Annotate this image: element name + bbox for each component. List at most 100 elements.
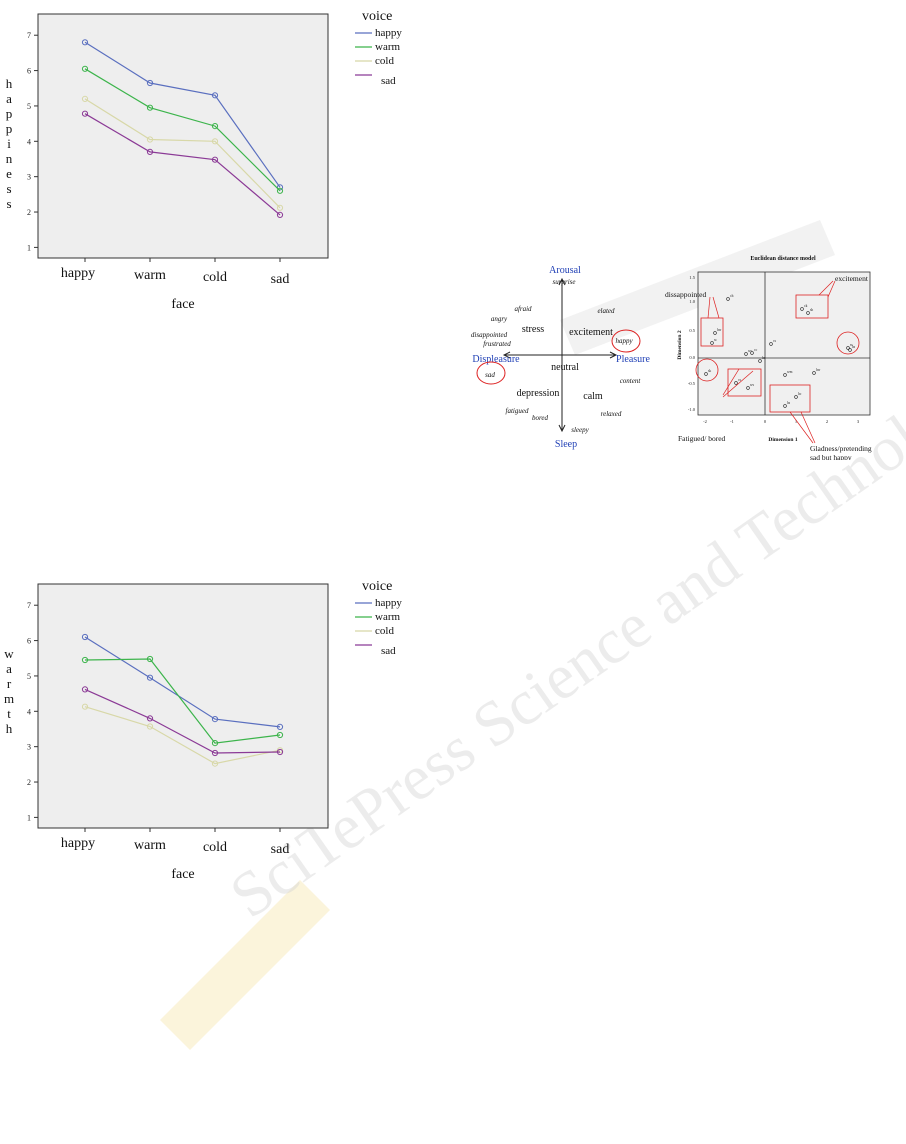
euclidean-distance-plot: Euclidean distance model -2 -1 0 1 2 3 1.5 1.0 0.… — [665, 256, 872, 460]
data-point-sad — [81, 110, 89, 117]
mds-point-label: cs — [738, 378, 742, 382]
arrow-up-icon — [558, 277, 566, 286]
axis-label-left: Displeasure — [472, 354, 520, 365]
mds-x-tick: -1 — [730, 419, 734, 424]
mds-x-tick: 3 — [857, 419, 860, 424]
y-tick-label: 7 — [27, 31, 31, 40]
plot-area — [37, 583, 329, 829]
mds-title: Euclidean distance model — [750, 256, 816, 262]
x-tick-label: cold — [203, 840, 227, 855]
data-point-happy — [146, 79, 154, 87]
y-axis-label-letter: e — [6, 166, 12, 181]
highlight-circle-sad — [476, 361, 506, 385]
data-point-cold — [146, 136, 154, 143]
mds-annotation: dissappointed — [665, 290, 706, 299]
data-point-sad — [276, 211, 284, 218]
y-tick-label: 6 — [27, 67, 31, 76]
mds-y-tick: 1.5 — [689, 275, 695, 280]
y-tick-label: 2 — [27, 208, 31, 217]
mds-point — [710, 341, 714, 345]
mds-point — [746, 386, 750, 390]
data-point-cold — [276, 747, 284, 754]
mds-point-label: sk — [708, 369, 711, 373]
y-axis-label-letter: w — [4, 646, 14, 661]
y-axis-label-letter: s — [6, 196, 11, 211]
arrow-down-icon — [558, 424, 566, 433]
x-axis-label: face — [171, 867, 194, 882]
mds-point-label: sh — [810, 308, 813, 312]
data-point-sad — [81, 686, 89, 693]
y-tick-label: 3 — [27, 743, 31, 752]
mds-annotation: Fatigued/ bored — [678, 434, 726, 443]
emotion-word: sleepy — [571, 426, 589, 434]
x-axis-label: face — [171, 297, 194, 312]
axis-label-top: Arousal — [549, 265, 581, 276]
arrow-right-icon — [609, 351, 618, 359]
mds-annotation: Gladness/pretending — [810, 444, 872, 453]
emotion-word: content — [620, 377, 642, 385]
y-axis-label-letter: i — [7, 136, 11, 151]
legend-title: voice — [362, 9, 392, 24]
mds-x-tick: -2 — [703, 419, 707, 424]
annotation-box-disappointed — [700, 317, 724, 347]
legend-title: voice — [362, 579, 392, 594]
y-axis-label-letter: n — [6, 151, 13, 166]
series-line-happy — [84, 636, 281, 728]
data-point-happy — [211, 92, 219, 99]
legend-entry-sad: sad — [381, 645, 396, 657]
y-axis-label-letter: a — [6, 91, 12, 106]
data-point-cold — [276, 204, 284, 211]
annotation-circle-right — [836, 331, 860, 355]
emotion-word: relaxed — [601, 410, 622, 418]
axis-label-right: Pleasure — [616, 354, 650, 365]
data-point-happy — [276, 723, 284, 730]
y-axis-label-letter: a — [6, 661, 12, 676]
mds-x-tick: 2 — [826, 419, 828, 424]
mds-point — [783, 373, 787, 377]
x-tick-label: warm — [134, 838, 166, 853]
data-point-sad — [146, 715, 154, 722]
data-point-cold — [81, 95, 89, 103]
emotion-word: fatigued — [506, 407, 529, 415]
data-point-warm — [146, 104, 154, 111]
legend-entry-happy: happy — [375, 27, 402, 39]
data-point-sad — [211, 156, 219, 163]
mds-point-label: cc — [754, 348, 758, 352]
mds-point — [758, 359, 762, 363]
mds-point-label: hw — [816, 368, 821, 372]
data-point-cold — [81, 703, 89, 710]
mds-point-label: hc — [762, 356, 766, 360]
mds-annotation: sad but happy — [810, 453, 852, 460]
mds-annotation: excitement — [835, 274, 869, 283]
emotion-word: calm — [583, 391, 603, 402]
series-line-happy — [84, 41, 281, 188]
mds-point — [783, 404, 787, 408]
mds-point — [713, 331, 717, 335]
mds-point-label: ch — [730, 294, 734, 298]
emotion-word: surprise — [553, 278, 576, 286]
y-tick-label: 5 — [27, 672, 31, 681]
emotion-word: happy — [615, 337, 633, 345]
mds-y-tick: 1.0 — [689, 299, 695, 304]
mds-point-label: sc — [714, 338, 717, 342]
legend-entry-cold: cold — [375, 625, 394, 637]
y-tick-label: 5 — [27, 102, 31, 111]
mds-point — [812, 371, 816, 375]
series-line-cold — [84, 98, 281, 209]
data-point-warm — [81, 65, 89, 72]
mds-point — [726, 297, 730, 301]
mds-x-tick: 1 — [795, 419, 797, 424]
data-point-happy — [276, 184, 284, 191]
legend-entry-warm: warm — [375, 611, 400, 623]
emotion-word: elated — [597, 307, 615, 315]
x-tick-label: sad — [271, 842, 290, 857]
annotation-leader — [789, 411, 814, 444]
y-axis-label-letter: r — [7, 676, 12, 691]
mds-point-label: hc — [798, 392, 802, 396]
y-tick-label: 1 — [27, 813, 31, 822]
y-tick-label: 4 — [27, 707, 31, 716]
arrow-left-icon — [502, 351, 511, 359]
data-point-cold — [146, 723, 154, 730]
mds-x-label: Dimension 1 — [768, 437, 797, 443]
